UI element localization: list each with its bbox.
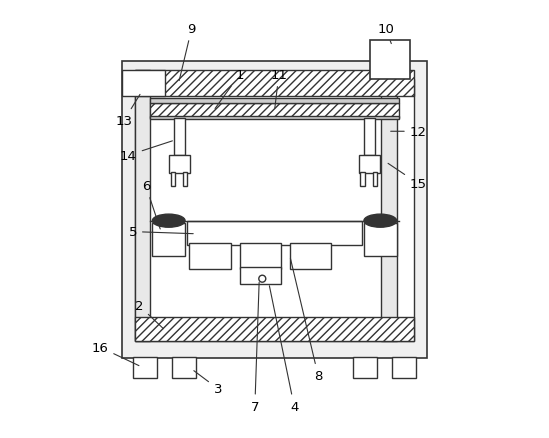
Bar <box>169 156 190 173</box>
Bar <box>187 221 362 245</box>
Bar <box>133 357 156 378</box>
Bar <box>361 173 365 186</box>
Bar <box>150 99 399 104</box>
Bar <box>371 41 410 80</box>
Bar <box>122 71 165 97</box>
Bar <box>172 357 196 378</box>
Bar <box>135 317 414 341</box>
Bar <box>364 223 396 256</box>
Text: 3: 3 <box>194 371 222 395</box>
Text: 11: 11 <box>270 69 287 109</box>
Bar <box>189 244 231 269</box>
Bar <box>373 173 377 186</box>
Text: 4: 4 <box>270 286 298 413</box>
Bar <box>135 80 414 341</box>
Text: 2: 2 <box>135 300 164 329</box>
Text: 15: 15 <box>388 164 427 191</box>
Bar <box>153 223 185 256</box>
Text: 13: 13 <box>115 95 140 127</box>
Bar <box>239 268 281 284</box>
Bar <box>393 357 416 378</box>
Text: 8: 8 <box>290 259 322 382</box>
Text: 5: 5 <box>128 226 193 239</box>
Bar <box>135 71 150 341</box>
Bar <box>171 173 175 186</box>
Bar <box>382 71 396 341</box>
Bar <box>239 244 281 269</box>
Ellipse shape <box>364 215 396 228</box>
Text: 14: 14 <box>120 141 172 162</box>
Text: 10: 10 <box>377 23 394 45</box>
Text: 6: 6 <box>142 180 160 230</box>
Text: 9: 9 <box>179 23 196 81</box>
Text: 12: 12 <box>391 125 427 138</box>
Bar <box>150 117 399 120</box>
Bar <box>290 244 331 269</box>
Text: 7: 7 <box>251 283 259 413</box>
Text: 16: 16 <box>92 341 139 366</box>
Bar <box>122 62 427 358</box>
Bar <box>135 71 414 97</box>
Bar <box>364 119 375 156</box>
Ellipse shape <box>153 215 185 228</box>
Bar <box>358 156 379 173</box>
Bar <box>353 357 377 378</box>
Bar <box>150 104 399 119</box>
Text: 1: 1 <box>215 69 244 109</box>
Bar <box>174 119 185 156</box>
Bar <box>183 173 187 186</box>
